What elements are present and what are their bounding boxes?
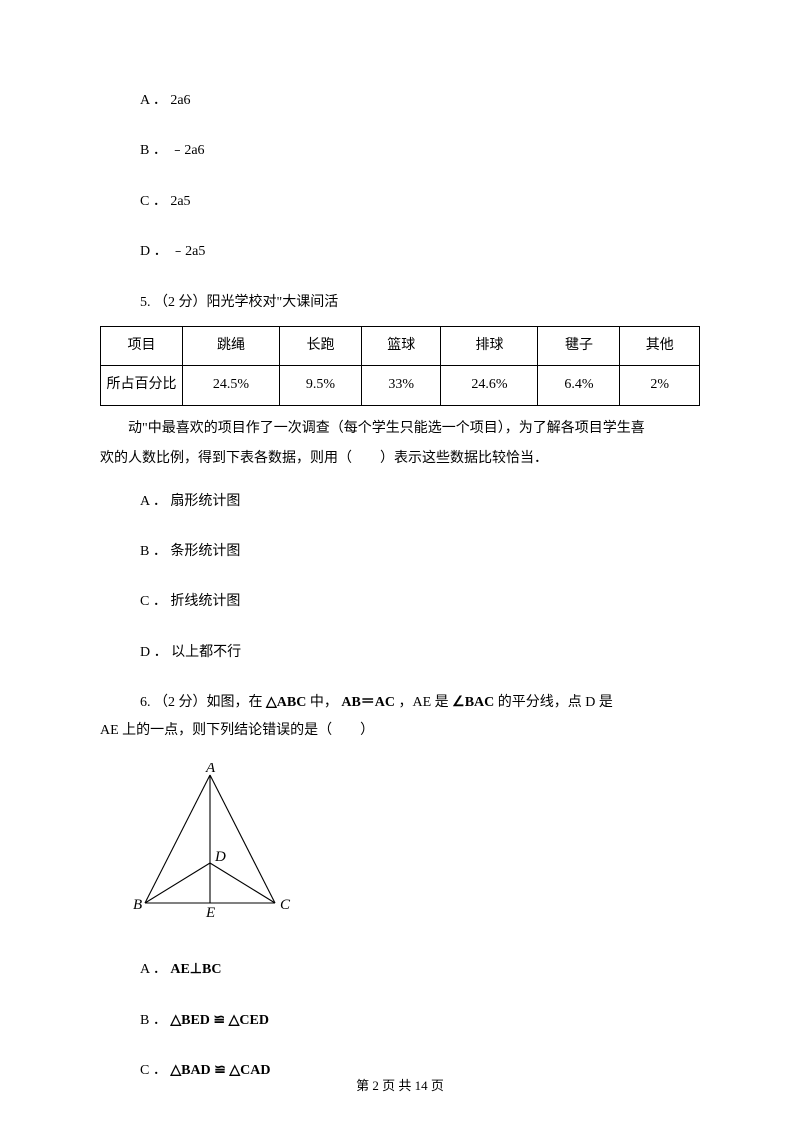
q6-intro-line2: AE 上的一点，则下列结论错误的是（ ） (100, 720, 700, 742)
option-label: A ． (140, 962, 167, 977)
table-header-cell: 篮球 (362, 326, 441, 365)
q4-option-a: A ． 2a6 (100, 90, 700, 112)
table-cell: 9.5% (280, 366, 362, 405)
page-container: A ． 2a6 B ． ﹣2a6 C ． 2a5 D ． ﹣2a5 5. （2 … (0, 0, 800, 1132)
q6-option-a: A ． AE⊥BC (100, 959, 700, 981)
q5-continuation-2: 欢的人数比例，得到下表各数据，则用（ ）表示这些数据比较恰当． (100, 448, 700, 470)
table-cell: 24.6% (441, 366, 538, 405)
q5-intro: 5. （2 分）阳光学校对"大课间活 (100, 292, 700, 314)
q6-text: 的平分线，点 D 是 (498, 695, 613, 710)
table-cell: 24.5% (183, 366, 280, 405)
svg-text:C: C (280, 897, 291, 913)
page-footer: 第 2 页 共 14 页 (0, 1076, 800, 1097)
q6-math-angle-bac: ∠BAC (452, 695, 494, 710)
q6-text: 6. （2 分）如图，在 (140, 695, 266, 710)
q6-option-b: B ． △BED ≌ △CED (100, 1010, 700, 1032)
svg-text:B: B (133, 897, 142, 913)
triangle-svg: A B C E D (130, 763, 310, 923)
option-math: AE⊥BC (170, 962, 221, 977)
q5-option-b: B ． 条形统计图 (100, 541, 700, 563)
svg-text:E: E (205, 905, 215, 921)
q6-math-triangle-abc: △ABC (266, 695, 306, 710)
svg-text:D: D (214, 849, 226, 865)
table-header-cell: 长跑 (280, 326, 362, 365)
table-cell: 33% (362, 366, 441, 405)
q6-math-ab-eq-ac: AB＝AC (341, 695, 395, 710)
svg-text:A: A (205, 763, 216, 776)
table-header-cell: 排球 (441, 326, 538, 365)
table-header-cell: 其他 (620, 326, 700, 365)
q5-continuation-1: 动"中最喜欢的项目作了一次调查（每个学生只能选一个项目），为了解各项目学生喜 (100, 418, 700, 440)
q5-option-d: D ． 以上都不行 (100, 642, 700, 664)
table-row: 所占百分比 24.5% 9.5% 33% 24.6% 6.4% 2% (101, 366, 700, 405)
table-cell: 2% (620, 366, 700, 405)
table-row: 项目 跳绳 长跑 篮球 排球 毽子 其他 (101, 326, 700, 365)
q4-option-d: D ． ﹣2a5 (100, 241, 700, 263)
table-cell: 所占百分比 (101, 366, 183, 405)
q6-intro-line1: 6. （2 分）如图，在 △ABC 中， AB＝AC ，AE 是 ∠BAC 的平… (100, 692, 700, 714)
option-math: △BED ≌ △CED (170, 1013, 269, 1028)
q4-option-c: C ． 2a5 (100, 191, 700, 213)
table-header-cell: 项目 (101, 326, 183, 365)
q6-text: ，AE 是 (399, 695, 453, 710)
q4-option-b: B ． ﹣2a6 (100, 140, 700, 162)
q5-option-c: C ． 折线统计图 (100, 591, 700, 613)
table-header-cell: 跳绳 (183, 326, 280, 365)
table-cell: 6.4% (538, 366, 620, 405)
q5-option-a: A ． 扇形统计图 (100, 491, 700, 513)
q6-triangle-diagram: A B C E D (130, 763, 700, 931)
option-label: B ． (140, 1013, 167, 1028)
q6-text: 中， (310, 695, 338, 710)
q5-data-table: 项目 跳绳 长跑 篮球 排球 毽子 其他 所占百分比 24.5% 9.5% 33… (100, 326, 700, 406)
table-header-cell: 毽子 (538, 326, 620, 365)
